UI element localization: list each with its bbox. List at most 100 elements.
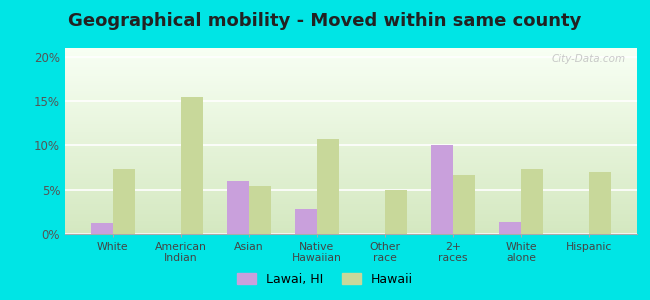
Bar — [65, 102, 637, 104]
Text: City-Data.com: City-Data.com — [551, 54, 625, 64]
Bar — [65, 110, 637, 111]
Bar — [65, 223, 637, 225]
Bar — [65, 163, 637, 165]
Bar — [249, 186, 270, 234]
Bar — [65, 65, 637, 67]
Bar — [65, 217, 637, 219]
Bar — [65, 52, 637, 54]
Bar — [65, 57, 637, 59]
Bar — [65, 56, 637, 57]
Bar — [453, 175, 475, 234]
Bar — [65, 184, 637, 186]
Bar — [65, 210, 637, 212]
Bar — [65, 226, 637, 228]
Bar — [65, 171, 637, 172]
Bar — [65, 139, 637, 141]
Bar — [65, 152, 637, 154]
Bar — [65, 54, 637, 56]
Bar — [65, 59, 637, 61]
Bar — [65, 150, 637, 152]
Bar — [65, 189, 637, 191]
Bar — [65, 137, 637, 139]
Bar — [65, 121, 637, 122]
Bar — [65, 115, 637, 117]
Bar — [65, 117, 637, 119]
Bar — [65, 83, 637, 85]
Bar — [65, 230, 637, 232]
Bar — [65, 78, 637, 80]
Bar — [65, 148, 637, 150]
Bar — [65, 132, 637, 134]
Bar — [65, 50, 637, 52]
Bar — [65, 76, 637, 78]
Bar — [65, 119, 637, 121]
Bar — [65, 100, 637, 102]
Bar — [521, 169, 543, 234]
Bar — [65, 165, 637, 167]
Bar — [65, 160, 637, 161]
Bar — [65, 180, 637, 182]
Bar — [65, 124, 637, 126]
Bar — [65, 128, 637, 130]
Bar — [385, 190, 407, 234]
Bar — [65, 197, 637, 199]
Bar — [65, 214, 637, 215]
Bar — [65, 72, 637, 74]
Bar — [65, 68, 637, 70]
Bar — [65, 48, 637, 50]
Bar — [65, 147, 637, 148]
Bar — [65, 206, 637, 208]
Bar — [65, 202, 637, 204]
Bar — [65, 74, 637, 76]
Bar — [499, 222, 521, 234]
Bar — [589, 172, 611, 234]
Bar — [65, 167, 637, 169]
Bar — [65, 143, 637, 145]
Text: Geographical mobility - Moved within same county: Geographical mobility - Moved within sam… — [68, 12, 582, 30]
Bar — [65, 188, 637, 189]
Bar — [65, 204, 637, 206]
Bar — [91, 224, 113, 234]
Bar — [65, 130, 637, 132]
Bar — [227, 181, 249, 234]
Bar — [65, 219, 637, 221]
Legend: Lawai, HI, Hawaii: Lawai, HI, Hawaii — [232, 268, 418, 291]
Bar — [65, 85, 637, 87]
Bar — [65, 154, 637, 156]
Bar — [65, 61, 637, 63]
Bar — [65, 172, 637, 175]
Bar — [65, 122, 637, 124]
Bar — [65, 96, 637, 98]
Bar — [65, 228, 637, 230]
Bar — [65, 82, 637, 83]
Bar — [65, 156, 637, 158]
Bar — [65, 98, 637, 100]
Bar — [65, 141, 637, 143]
Bar — [65, 70, 637, 72]
Bar — [65, 63, 637, 65]
Bar — [65, 80, 637, 82]
Bar — [65, 89, 637, 91]
Bar — [65, 106, 637, 107]
Bar — [65, 193, 637, 195]
Bar — [65, 91, 637, 93]
Bar — [65, 195, 637, 197]
Bar — [65, 175, 637, 176]
Bar — [65, 161, 637, 163]
Bar — [432, 146, 453, 234]
Bar — [65, 191, 637, 193]
Bar — [65, 87, 637, 89]
Bar — [65, 215, 637, 217]
Bar — [65, 178, 637, 180]
Bar — [65, 107, 637, 110]
Bar — [65, 126, 637, 128]
Bar — [65, 113, 637, 115]
Bar — [65, 186, 637, 188]
Bar — [65, 134, 637, 135]
Bar — [65, 111, 637, 113]
Bar — [65, 208, 637, 210]
Bar — [65, 93, 637, 94]
Bar — [65, 176, 637, 178]
Bar — [65, 94, 637, 96]
Bar — [65, 225, 637, 226]
